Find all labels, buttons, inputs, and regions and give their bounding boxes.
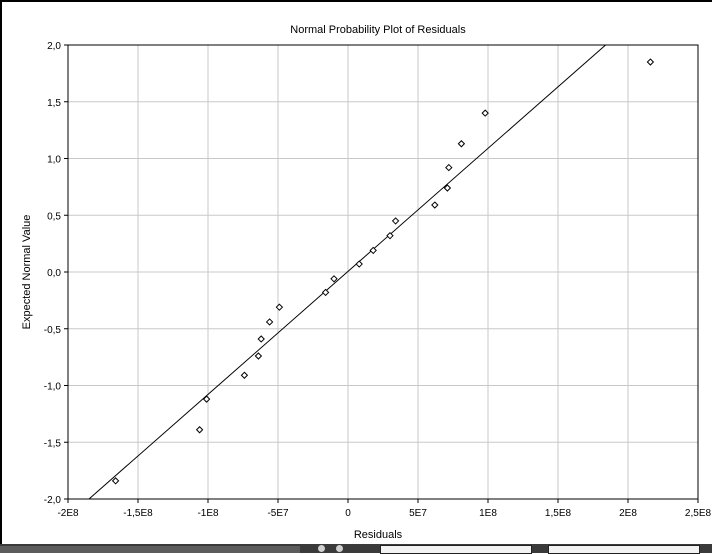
- data-point: [254, 352, 263, 360]
- data-point: [321, 288, 330, 297]
- data-point: [265, 318, 274, 326]
- y-tick-label: -0,5: [44, 325, 62, 336]
- data-point: [195, 426, 204, 434]
- x-tick-label: 0: [345, 508, 351, 519]
- x-tick-label: -1E8: [197, 508, 219, 519]
- y-tick-label: 0,0: [47, 268, 61, 279]
- y-tick-label: 1,0: [47, 155, 61, 166]
- y-tick-label: -1,0: [44, 382, 62, 393]
- taskbar-strip: [0, 544, 712, 554]
- y-axis-label: Expected Normal Value: [21, 215, 33, 330]
- tray-icon[interactable]: [318, 545, 325, 552]
- x-axis-label: Residuals: [354, 529, 403, 541]
- data-point: [445, 163, 453, 172]
- data-point: [391, 217, 400, 225]
- data-point: [330, 275, 338, 283]
- x-axis-tick-labels: -2E8 -1,5E8 -1E8 -5E7 0 5E7 1E8 1,5E8 2E8 2,5E8: [57, 499, 712, 519]
- taskbar-segment: [0, 546, 300, 553]
- reference-fit-line: [88, 44, 606, 500]
- y-axis-tick-labels: 2,0 1,5 1,0 0,5 0,0 -0,5 -1,0 -1,5 -2,0: [44, 41, 68, 506]
- y-tick-label: 2,0: [47, 41, 61, 52]
- data-points: [111, 58, 655, 485]
- tray-icon[interactable]: [336, 545, 343, 552]
- x-tick-label: 2E8: [619, 508, 637, 519]
- data-point: [275, 303, 284, 311]
- data-point: [369, 246, 377, 255]
- x-tick-label: 2,5E8: [685, 508, 712, 519]
- chart-title: Normal Probability Plot of Residuals: [290, 24, 466, 36]
- x-tick-label: 5E7: [409, 508, 427, 519]
- data-point: [111, 477, 120, 485]
- x-tick-label: 1,5E8: [545, 508, 572, 519]
- data-point: [355, 260, 363, 268]
- y-tick-label: 0,5: [47, 211, 61, 222]
- data-point: [443, 184, 452, 192]
- data-point: [202, 395, 211, 403]
- data-point: [646, 58, 655, 66]
- x-tick-label: -5E7: [267, 508, 289, 519]
- y-tick-label: -1,5: [44, 438, 62, 449]
- x-tick-label: -1,5E8: [123, 508, 153, 519]
- x-tick-label: -2E8: [57, 508, 79, 519]
- y-tick-label: -2,0: [44, 495, 62, 506]
- y-tick-label: 1,5: [47, 98, 61, 109]
- data-point: [240, 371, 249, 379]
- data-point: [431, 201, 439, 209]
- data-point: [257, 335, 265, 343]
- data-point: [386, 231, 394, 240]
- data-point: [457, 140, 466, 148]
- x-tick-label: 1E8: [479, 508, 497, 519]
- data-point: [481, 109, 489, 117]
